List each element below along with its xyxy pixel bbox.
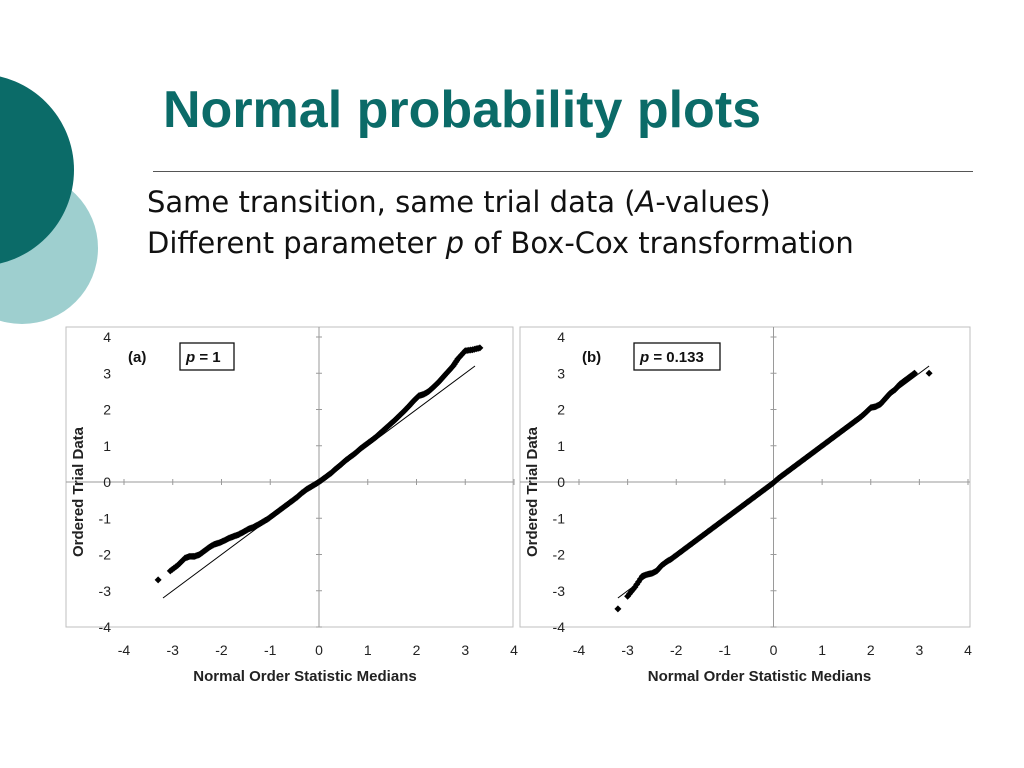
y-tick-label: -2 <box>553 547 566 563</box>
x-tick-label: 0 <box>770 642 778 658</box>
y-tick-label: 2 <box>557 402 565 418</box>
data-point <box>925 369 933 377</box>
subtitle-line2-part-c: of Box-Cox transformation <box>464 226 854 260</box>
y-tick-label: 1 <box>103 438 111 454</box>
chart-panel-1: -4 -3 -2 -1 0 1 2 3 4 4 3 2 1 0 -1 -2 -3 -4 Normal Order S… <box>65 326 518 685</box>
x-tick-label: 2 <box>413 642 421 658</box>
y-tick-label: 4 <box>103 329 111 345</box>
parameter-value: = 1 <box>195 349 220 366</box>
x-tick-label: 2 <box>867 642 875 658</box>
x-tick-label: -4 <box>118 642 131 658</box>
parameter-box <box>633 342 721 371</box>
parameter-symbol: p <box>639 349 649 366</box>
y-tick-label: -1 <box>553 510 566 526</box>
decorative-circles <box>0 76 98 324</box>
x-tick-label: -1 <box>719 642 732 658</box>
y-tick-label: 0 <box>557 474 565 490</box>
data-point <box>154 576 162 584</box>
parameter-box <box>179 342 235 371</box>
x-tick-label: 3 <box>461 642 469 658</box>
x-tick-label: -2 <box>215 642 228 658</box>
subtitle-line1-part-a: Same transition, same trial data ( <box>147 185 636 219</box>
x-tick-label: 1 <box>818 642 826 658</box>
y-axis-title: Ordered Trial Data <box>70 426 87 557</box>
panel-label: (a) <box>128 349 146 366</box>
x-tick-label: -3 <box>621 642 634 658</box>
subtitle-line-1: Same transition, same trial data (A-valu… <box>147 182 854 223</box>
y-tick-label: 3 <box>557 365 565 381</box>
parameter-label: p = 0.133 <box>639 349 704 366</box>
x-axis-title: Normal Order Statistic Medians <box>648 668 871 685</box>
y-tick-label: -1 <box>99 510 112 526</box>
x-tick-label: 0 <box>315 642 323 658</box>
subtitle-line2-italic: p <box>445 226 465 260</box>
x-tick-label: 4 <box>510 642 518 658</box>
subtitle-line-2: Different parameter p of Box-Cox transfo… <box>147 223 854 264</box>
y-tick-label: -3 <box>99 583 112 599</box>
data-point <box>476 344 484 352</box>
y-tick-label: -4 <box>99 619 112 635</box>
y-axis-title: Ordered Trial Data <box>524 426 541 557</box>
x-tick-label: -2 <box>670 642 683 658</box>
subtitle-line1-italic: A <box>635 185 656 219</box>
y-tick-label: 1 <box>557 438 565 454</box>
chart-panel-2: -4 -3 -2 -1 0 1 2 3 4 4 3 2 1 0 -1 -2 -3 -4 Normal Order S… <box>519 326 972 685</box>
data-point <box>614 605 622 613</box>
parameter-value: = 0.133 <box>649 349 704 366</box>
x-tick-label: -4 <box>573 642 586 658</box>
x-axis-title: Normal Order Statistic Medians <box>193 668 416 685</box>
panel-label: (b) <box>582 349 601 366</box>
x-tick-label: -3 <box>167 642 180 658</box>
y-tick-label: 2 <box>103 402 111 418</box>
y-tick-label: -2 <box>99 547 112 563</box>
decorative-circle-dark <box>0 76 74 264</box>
parameter-label: p = 1 <box>185 349 221 366</box>
title-divider <box>153 171 973 172</box>
slide-title: Normal probability plots <box>163 81 762 139</box>
x-tick-label: 4 <box>964 642 972 658</box>
x-tick-label: 3 <box>915 642 923 658</box>
y-tick-label: 0 <box>103 474 111 490</box>
chart-frame <box>65 326 514 628</box>
y-tick-label: 4 <box>557 329 565 345</box>
chart-frame <box>519 326 971 628</box>
parameter-symbol: p <box>185 349 195 366</box>
slide-subtitle: Same transition, same trial data (A-valu… <box>147 182 854 264</box>
subtitle-line2-part-a: Different parameter <box>147 226 446 260</box>
y-tick-label: 3 <box>103 365 111 381</box>
x-tick-label: -1 <box>264 642 277 658</box>
x-tick-label: 1 <box>364 642 372 658</box>
subtitle-line1-part-c: -values) <box>655 185 771 219</box>
data-point <box>911 369 919 377</box>
y-tick-label: -4 <box>553 619 566 635</box>
y-tick-label: -3 <box>553 583 566 599</box>
